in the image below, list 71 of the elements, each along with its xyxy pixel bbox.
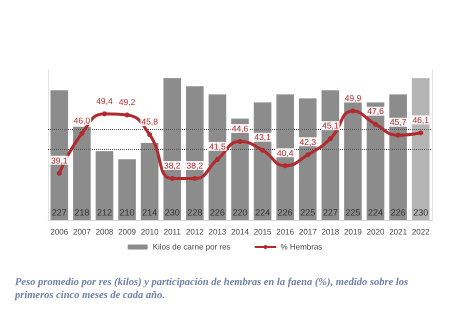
x-tick-label: 2016	[276, 228, 295, 236]
x-tick-label: 2017	[298, 228, 318, 236]
data-label: 39,1	[51, 155, 68, 166]
x-tick-label: 2008	[96, 228, 114, 236]
data-label: 40,4	[276, 148, 294, 158]
x-tick-label: 2009	[118, 228, 137, 236]
x-tick-label: 2019	[344, 228, 362, 236]
data-label: 46,0	[74, 115, 90, 126]
data-label: 38,2	[186, 160, 204, 170]
data-label: 224	[368, 208, 384, 218]
point	[79, 130, 84, 136]
text: Peso promedio por res (kilos) y participación de hembras en la faena (%), medido sobre los primeros cinco meses de cada año.	[14, 277, 411, 301]
data-label: 42,3	[299, 136, 316, 147]
x-tick-label: 2006	[50, 228, 69, 236]
point	[396, 132, 401, 138]
point	[192, 176, 198, 181]
x-tick-label: 2015	[254, 228, 272, 236]
x-tick-label: 2010	[140, 228, 160, 236]
data-label: 227	[52, 208, 67, 218]
point	[305, 152, 310, 158]
x-tick-label: 2020	[366, 228, 385, 236]
data-label: 228	[187, 208, 202, 218]
data-label: 225	[300, 208, 316, 218]
data-label: 220	[232, 208, 248, 218]
point	[282, 163, 288, 168]
data-label: 226	[278, 208, 293, 218]
data-label: 218	[74, 208, 90, 218]
data-label: 214	[142, 208, 158, 218]
legend-label: Kilos de carne por res	[152, 242, 231, 252]
data-label: 38,2	[164, 160, 181, 170]
data-label: 224	[255, 208, 270, 218]
x-tick-label: 2012	[186, 228, 204, 236]
data-label: 49,9	[344, 92, 362, 103]
point	[170, 176, 175, 181]
x-tick-label: 2021	[389, 228, 408, 236]
legend-label: % Hembras	[280, 242, 322, 252]
x-tick-label: 2018	[321, 228, 340, 236]
point	[328, 136, 333, 142]
data-label: 47,6	[367, 106, 384, 116]
data-label: 210	[120, 208, 135, 218]
data-label: 227	[322, 208, 338, 218]
data-label: 49,2	[118, 97, 136, 107]
point	[373, 122, 378, 127]
data-label: 45,7	[390, 117, 407, 128]
point	[238, 139, 242, 144]
data-label: 226	[390, 208, 406, 218]
data-label: 49,4	[96, 96, 114, 106]
data-label: 45,8	[141, 116, 158, 127]
data-label: 41,5	[209, 141, 226, 152]
x-tick-label: 2013	[208, 228, 227, 236]
data-label: 44,6	[232, 124, 249, 134]
data-label: 230	[164, 208, 180, 218]
point	[350, 108, 356, 114]
point	[147, 132, 152, 138]
x-tick-label: 2011	[164, 228, 182, 236]
x-tick-label: 2007	[72, 228, 92, 236]
point	[102, 111, 107, 116]
point	[124, 112, 130, 118]
x-tick-label: 2014	[231, 228, 250, 236]
data-label: 226	[210, 208, 225, 218]
data-label: 43,1	[254, 132, 272, 142]
point	[260, 148, 266, 153]
data-label: 46,1	[412, 114, 430, 125]
point	[56, 170, 62, 176]
point	[214, 156, 220, 162]
data-label: 212	[96, 208, 112, 218]
data-label: 225	[345, 208, 360, 218]
data-label: 230	[413, 208, 428, 218]
point	[418, 130, 424, 136]
x-tick-label: 2022	[412, 228, 430, 236]
data-label: 45,1	[322, 120, 339, 131]
